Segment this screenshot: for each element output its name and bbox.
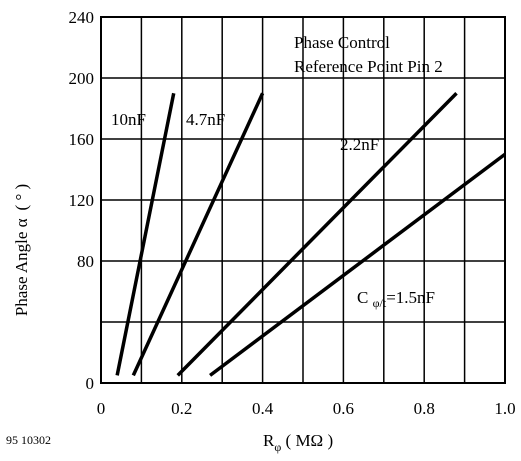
x-tick-label: 0	[97, 399, 106, 418]
series-label-2-2nf: 2.2nF	[340, 135, 379, 154]
x-tick-label: 0.4	[252, 399, 274, 418]
x-tick-label: 1.0	[494, 399, 515, 418]
plot-frame	[100, 16, 506, 384]
y-axis-label: Phase Angle α ( ° )	[12, 184, 31, 316]
figure-id: 95 10302	[6, 433, 51, 447]
series-label-1-5nf-sub: φ/t	[373, 296, 387, 310]
series-lines	[115, 92, 507, 377]
grid-lines	[101, 17, 505, 383]
annotation-line-2: Reference Point Pin 2	[294, 57, 443, 76]
y-tick-label: 160	[69, 130, 95, 149]
y-axis-label-main: Phase Angle α	[12, 218, 31, 316]
series-label-10nf: 10nF	[111, 110, 146, 129]
y-tick-label: 0	[86, 374, 95, 393]
series-line-3	[209, 152, 507, 377]
series-label-4-7nf: 4.7nF	[186, 110, 225, 129]
x-axis-label-sub: φ	[274, 440, 281, 454]
annotation-line-1: Phase Control	[294, 33, 390, 52]
tick-labels: 0 0.2 0.4 0.6 0.8 1.0 0 80 120 160 200 240	[69, 8, 516, 418]
y-tick-label: 120	[69, 191, 95, 210]
series-label-1-5nf-prefix: C	[357, 288, 373, 307]
series-line-1	[131, 92, 265, 377]
x-tick-label: 0.2	[171, 399, 192, 418]
series-label-1-5nf: C φ/t=1.5nF	[357, 288, 435, 310]
x-axis-label-main: R	[263, 431, 275, 450]
y-axis-label-units: ( ° )	[12, 184, 31, 211]
series-label-1-5nf-suffix: =1.5nF	[386, 288, 435, 307]
x-axis-label-units: ( MΩ )	[281, 431, 333, 450]
x-tick-label: 0.8	[414, 399, 435, 418]
series-line-2	[176, 92, 458, 377]
x-axis-label: Rφ ( MΩ )	[263, 431, 333, 454]
y-tick-label: 200	[69, 69, 95, 88]
x-tick-label: 0.6	[333, 399, 354, 418]
series-line-0	[115, 92, 176, 376]
y-tick-label: 80	[77, 252, 94, 271]
y-tick-label: 240	[69, 8, 95, 27]
